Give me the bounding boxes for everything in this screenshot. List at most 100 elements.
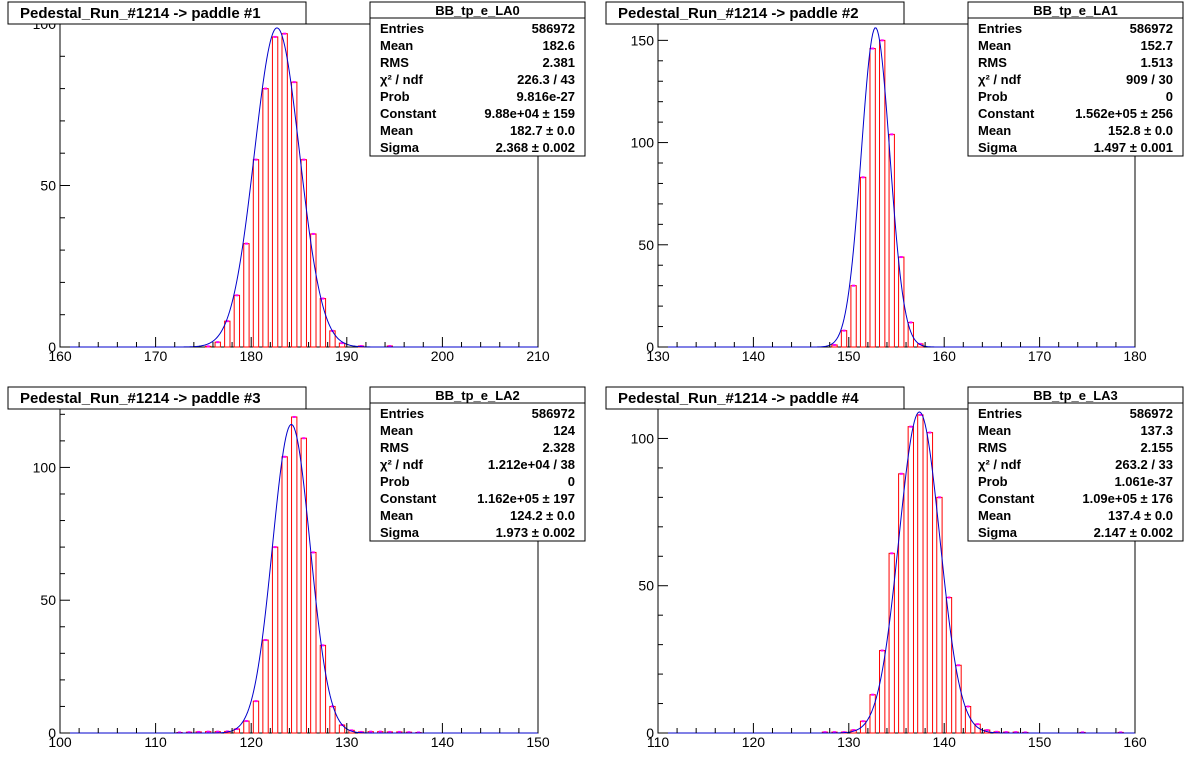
stats-label: Prob xyxy=(978,89,1008,104)
bin-marker xyxy=(388,345,392,348)
stats-box xyxy=(369,386,586,542)
gaussian-fit-curve xyxy=(658,411,1135,734)
y-tick-label: 100 xyxy=(631,430,655,446)
stats-label: Sigma xyxy=(380,525,420,540)
stats-value: 0 xyxy=(1166,89,1173,104)
bin-marker xyxy=(852,284,856,287)
stats-value: 1.09e+05 ± 176 xyxy=(1082,491,1173,506)
x-tick-label: 170 xyxy=(1028,348,1052,364)
bin-marker xyxy=(832,731,836,734)
bin-marker xyxy=(178,731,181,734)
stats-value: 182.6 xyxy=(542,38,575,53)
stats-label: RMS xyxy=(380,55,409,70)
x-tick-label: 160 xyxy=(1123,734,1147,750)
stats-value: 137.3 xyxy=(1140,423,1173,438)
x-tick-label: 120 xyxy=(240,734,264,750)
bin-marker xyxy=(340,342,344,345)
stats-label: Mean xyxy=(380,123,413,138)
stats-value: 1.513 xyxy=(1140,55,1173,70)
stats-histogram-name: BB_tp_e_LA3 xyxy=(1033,388,1118,403)
y-tick-label: 50 xyxy=(40,592,56,608)
stats-value: 9.816e-27 xyxy=(516,89,575,104)
bin-marker xyxy=(918,413,922,416)
y-tick-label: 100 xyxy=(631,135,655,151)
bin-marker xyxy=(937,496,941,499)
stats-histogram-name: BB_tp_e_LA1 xyxy=(1033,3,1118,18)
stats-histogram-name: BB_tp_e_LA0 xyxy=(435,3,520,18)
bin-marker xyxy=(311,232,315,235)
gaussian-fit-curve xyxy=(658,27,1135,348)
bin-marker xyxy=(187,731,191,734)
y-tick-label: 100 xyxy=(33,459,57,475)
stats-value: 1.061e-37 xyxy=(1114,474,1173,489)
stats-value: 1.973 ± 0.002 xyxy=(496,525,575,540)
bin-marker xyxy=(957,664,961,667)
bin-marker xyxy=(407,731,411,734)
bin-marker xyxy=(928,431,932,434)
bin-marker xyxy=(1004,731,1008,734)
stats-value: 586972 xyxy=(532,406,575,421)
gaussian-fit-curve xyxy=(60,27,538,348)
stats-value: 2.381 xyxy=(542,55,575,70)
y-tick-label: 0 xyxy=(646,725,654,741)
bin-marker xyxy=(842,731,846,734)
bin-marker xyxy=(417,731,420,734)
x-tick-label: 200 xyxy=(431,348,455,364)
x-tick-label: 150 xyxy=(526,734,550,750)
bin-marker xyxy=(350,729,354,732)
stats-value: 2.328 xyxy=(542,440,575,455)
x-tick-label: 130 xyxy=(837,734,861,750)
stats-value: 909 / 30 xyxy=(1126,72,1173,87)
bin-marker xyxy=(909,321,913,324)
y-tick-label: 0 xyxy=(646,339,654,355)
histogram-panel-1: 160170180190200210050100Pedestal_Run_#12… xyxy=(7,1,586,364)
bin-marker xyxy=(1023,731,1027,734)
bin-marker xyxy=(890,133,894,136)
bin-marker xyxy=(235,728,239,731)
bin-marker xyxy=(235,294,239,297)
stats-label: Sigma xyxy=(978,140,1018,155)
stats-label: Sigma xyxy=(978,525,1018,540)
bin-marker xyxy=(1081,731,1085,734)
bin-marker xyxy=(292,415,296,418)
stats-label: χ² / ndf xyxy=(978,457,1022,472)
x-tick-label: 120 xyxy=(742,734,766,750)
bin-marker xyxy=(397,730,401,733)
bin-marker xyxy=(302,437,306,440)
bin-marker xyxy=(890,552,894,555)
bin-marker xyxy=(861,176,865,179)
stats-value: 586972 xyxy=(1130,406,1173,421)
bin-marker xyxy=(832,343,836,346)
stats-label: Entries xyxy=(978,406,1022,421)
gaussian-fit-curve xyxy=(60,423,538,734)
bin-marker xyxy=(225,320,229,323)
panel-title: Pedestal_Run_#1214 -> paddle #1 xyxy=(20,5,261,22)
x-tick-label: 180 xyxy=(240,348,264,364)
y-tick-label: 150 xyxy=(631,32,655,48)
bin-marker xyxy=(225,730,229,733)
stats-label: Mean xyxy=(380,508,413,523)
histogram-panel-4: 110 120 130 140 150 160 0 50 100 Pedestal_Run_#12… xyxy=(605,386,1184,750)
stats-label: Prob xyxy=(380,474,410,489)
bin-marker xyxy=(283,455,287,458)
stats-label: Entries xyxy=(380,21,424,36)
bin-marker xyxy=(1014,731,1018,734)
bin-marker xyxy=(369,730,373,733)
bin-marker xyxy=(852,729,856,732)
y-tick-label: 50 xyxy=(40,178,56,194)
bin-marker xyxy=(899,256,903,259)
bin-marker xyxy=(292,81,296,84)
stats-box xyxy=(967,386,1184,542)
stats-label: Entries xyxy=(978,21,1022,36)
bin-marker xyxy=(216,730,220,733)
bin-marker xyxy=(321,644,325,647)
stats-value: 124.2 ± 0.0 xyxy=(510,508,575,523)
bin-marker xyxy=(947,596,951,599)
x-tick-label: 140 xyxy=(933,734,957,750)
y-tick-label: 0 xyxy=(48,339,56,355)
bin-marker xyxy=(378,730,382,733)
bin-marker xyxy=(976,723,980,726)
bin-marker xyxy=(264,87,268,90)
